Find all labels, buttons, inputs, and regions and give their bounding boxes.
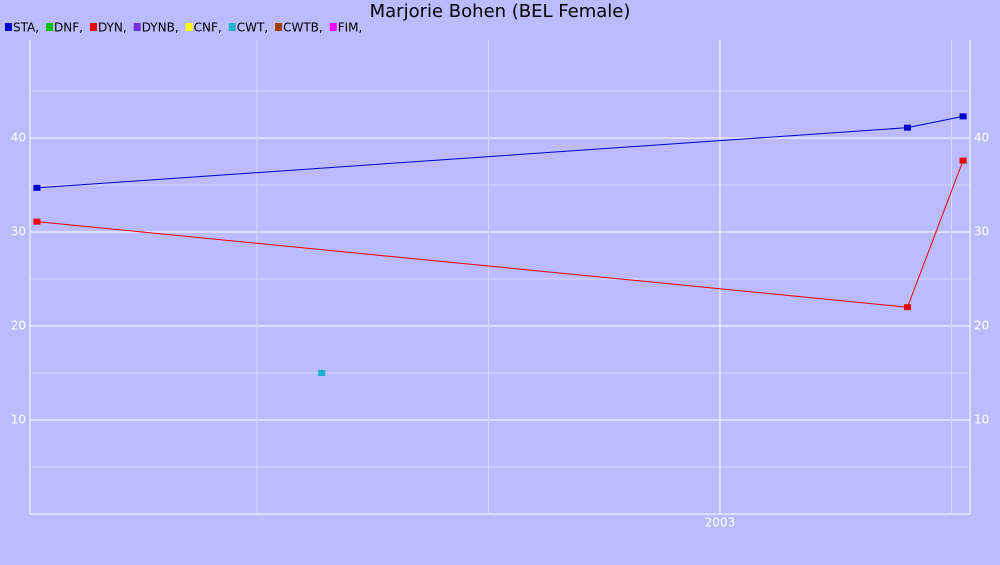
legend-swatch	[89, 23, 97, 31]
legend-label: DYN,	[98, 21, 127, 35]
chart-title: Marjorie Bohen (BEL Female)	[370, 1, 631, 22]
legend-swatch	[329, 23, 337, 31]
legend-swatch	[275, 23, 283, 31]
legend-swatch	[185, 23, 193, 31]
point	[318, 370, 326, 376]
x-tick-label: 2003	[705, 516, 736, 530]
point	[959, 113, 967, 120]
y2-tick-label: 10	[974, 413, 989, 427]
point	[903, 124, 911, 131]
legend-swatch	[46, 23, 54, 31]
point	[33, 218, 41, 225]
legend-swatch	[133, 23, 141, 31]
legend-swatch	[5, 23, 12, 31]
y2-tick-label: 20	[974, 319, 989, 333]
legend-label: FIM,	[338, 21, 363, 35]
legend-label: DYNB,	[142, 21, 179, 35]
legend-label: CWTB,	[283, 21, 323, 35]
y-tick-label: 10	[11, 413, 26, 427]
legend-swatch	[228, 23, 236, 31]
legend-label: CNF,	[194, 21, 222, 35]
y-tick-label: 40	[11, 131, 26, 145]
legend-label: STA,	[13, 21, 39, 35]
point	[903, 304, 911, 311]
y2-tick-label: 30	[974, 225, 989, 239]
y2-tick-label: 40	[974, 131, 989, 145]
y-tick-label: 20	[11, 319, 26, 333]
point	[33, 184, 41, 191]
legend-label: DNF,	[54, 21, 83, 35]
legend-label: CWT,	[237, 21, 268, 35]
y-tick-label: 30	[11, 225, 26, 239]
point	[959, 157, 967, 164]
